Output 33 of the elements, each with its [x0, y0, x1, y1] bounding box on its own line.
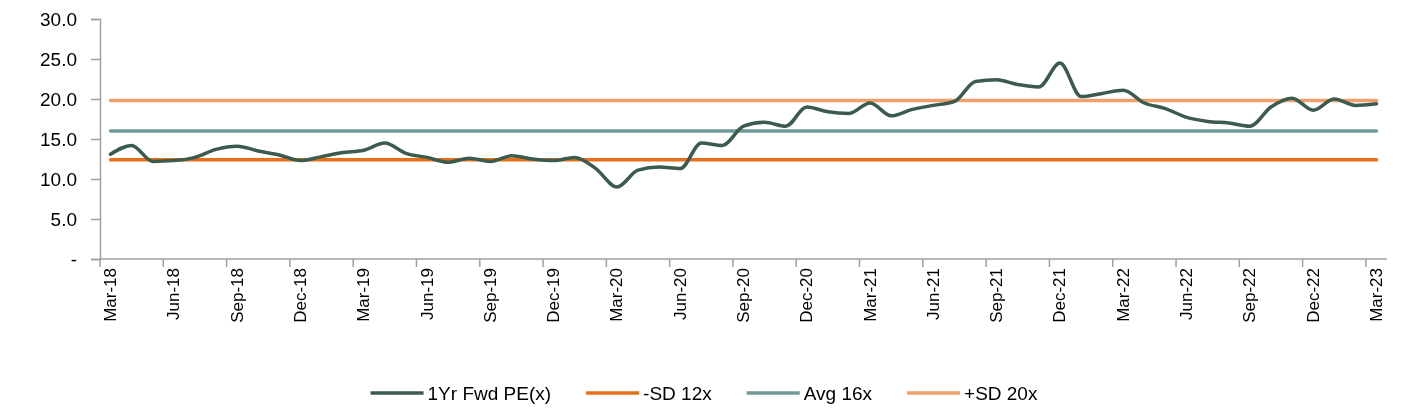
x-tick-label: Sep-19: [480, 268, 500, 323]
x-tick-label: Mar-20: [607, 268, 627, 322]
x-tick-label: Dec-20: [797, 268, 817, 323]
x-tick-label: Mar-18: [101, 268, 121, 322]
y-tick-label: 5.0: [50, 208, 77, 230]
x-tick-label: Jun-19: [417, 268, 437, 320]
line-series: [108, 61, 1379, 189]
x-tick-label: Jun-20: [670, 268, 690, 320]
x-tick-label: Dec-18: [290, 268, 310, 323]
legend-label: -SD 12x: [643, 382, 713, 404]
y-tick-label: 10.0: [40, 168, 77, 190]
y-tick-label: -: [70, 248, 77, 270]
x-tick-label: Dec-19: [544, 268, 564, 323]
x-tick-label: Sep-20: [734, 268, 753, 323]
x-tick-label: Jun-18: [164, 268, 184, 320]
y-tick-label: 15.0: [40, 128, 77, 150]
legend-label: +SD 20x: [964, 382, 1038, 404]
legend-label: Avg 16x: [803, 382, 873, 404]
x-tick-label: Dec-21: [1050, 268, 1070, 323]
x-tick-label: Jun-22: [1177, 268, 1197, 320]
x-tick-label: Sep-18: [227, 268, 247, 323]
y-tick-label: 30.0: [40, 8, 77, 30]
x-tick-label: Dec-22: [1303, 268, 1323, 323]
x-tick-label: Mar-19: [354, 268, 374, 322]
x-tick-label: Sep-21: [987, 268, 1007, 323]
legend-label: 1Yr Fwd PE(x): [427, 382, 552, 404]
x-tick-label: Jun-21: [923, 268, 943, 320]
x-tick-label: Sep-22: [1240, 268, 1260, 323]
x-tick-label: Mar-22: [1113, 268, 1133, 322]
x-tick-label: Mar-21: [860, 268, 880, 322]
y-tick-label: 25.0: [40, 48, 77, 70]
x-tick-label: Mar-23: [1366, 268, 1386, 322]
y-tick-label: 20.0: [40, 88, 77, 110]
